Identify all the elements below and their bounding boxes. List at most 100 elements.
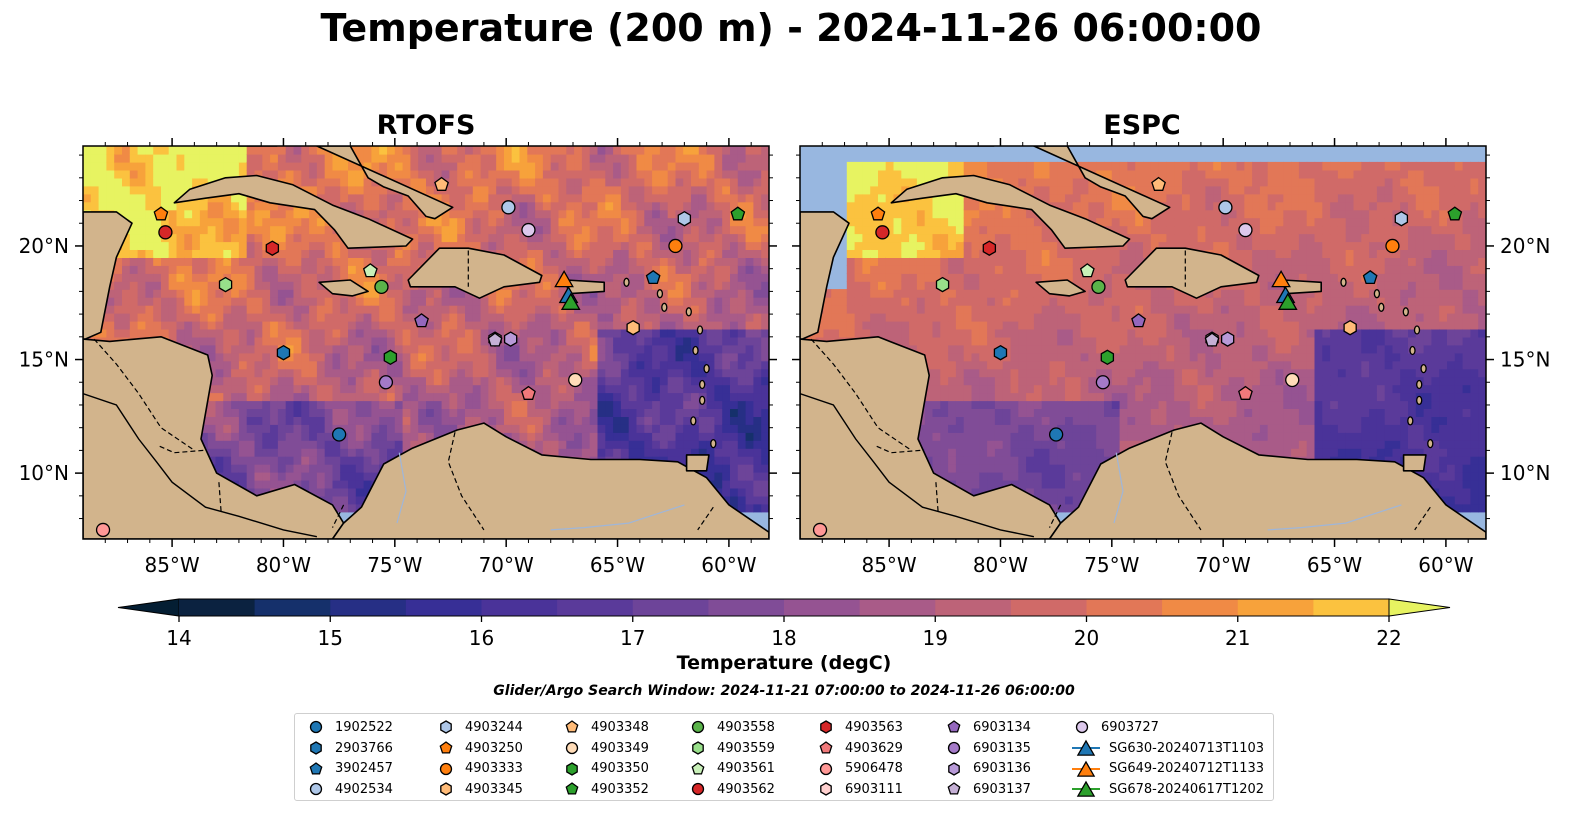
platform-marker-4903345 <box>1343 319 1357 336</box>
lat-tick-label: 10°N <box>1500 461 1550 485</box>
legend-label: 4903348 <box>591 719 649 735</box>
legend-marker-triangle-line-icon <box>1072 739 1100 756</box>
land-florida <box>238 146 278 147</box>
colorbar-bin <box>1086 599 1163 616</box>
legend-item: 5906478 <box>815 758 903 779</box>
island <box>1378 302 1385 312</box>
legend-marker-circle-icon <box>565 741 579 755</box>
legend-marker-circle-icon <box>691 721 705 734</box>
island <box>623 277 630 287</box>
colorbar-bin <box>254 599 331 616</box>
legend-marker-hexagon-icon <box>820 720 832 735</box>
legend-column: 4903558 4903559 4903561 4903562 <box>687 717 775 800</box>
platform-marker-4903559 <box>218 276 233 293</box>
platform-markers <box>95 176 746 538</box>
platform-marker-6903135 <box>1095 375 1111 390</box>
legend-item: 4903562 <box>687 779 775 800</box>
platform-marker-6903136 <box>503 331 518 347</box>
legend-marker-pentagon-icon <box>565 720 579 733</box>
legend-item: 6903135 <box>943 738 1031 759</box>
legend-marker-pentagon-icon <box>691 761 705 775</box>
lon-tick-label: 75°W <box>1084 553 1139 577</box>
legend-label: 4903250 <box>465 740 523 756</box>
platform-marker-SG649-20240712T1133 <box>1271 269 1291 288</box>
legend-label: 6903135 <box>973 740 1031 756</box>
colorbar: 14 15 16 17 18 19 20 21 22 <box>117 598 1451 650</box>
legend-label: 4903244 <box>465 719 523 735</box>
platform-marker-4903561 <box>362 263 378 278</box>
platform-marker-6903136 <box>1220 331 1235 347</box>
legend-label: 4903333 <box>465 761 523 777</box>
platform-marker-4903349 <box>568 372 583 388</box>
legend-column: 4903348 4903349 4903350 4903352 <box>561 717 649 800</box>
island <box>690 416 697 426</box>
legend-marker-pentagon-icon <box>819 741 833 754</box>
map-ticks: 85°W 80°W 75°W 70°W 65°W 60°W 20°N 15°N 10°N <box>19 138 777 577</box>
legend-label: SG678-20240617T1202 <box>1109 781 1265 797</box>
platform-markers <box>812 176 1463 538</box>
island <box>703 363 710 374</box>
island <box>1373 289 1381 299</box>
legend-label: 4903559 <box>717 740 775 756</box>
legend-marker-circle-icon <box>309 783 323 796</box>
legend-marker-triangle-line-icon <box>1072 780 1100 798</box>
legend-column: 1902522 2903766 3902457 4902534 <box>305 717 393 800</box>
platform-marker-4903563 <box>265 240 280 256</box>
lat-tick-label: 15°N <box>19 348 69 372</box>
legend-marker-pentagon-icon <box>309 761 323 775</box>
legend-label: 4903561 <box>717 761 775 777</box>
lon-tick-label: 70°W <box>1196 553 1251 577</box>
map-frame <box>799 145 1487 540</box>
panel-title-espc: ESPC <box>1103 110 1181 141</box>
platform-marker-6903135 <box>378 375 394 390</box>
colorbar-bin <box>1010 599 1087 616</box>
legend-item: SG630-20240713T1103 <box>1071 738 1264 759</box>
legend-marker-circle-icon <box>691 783 705 796</box>
panel-title-rtofs: RTOFS <box>376 110 476 141</box>
lon-tick-label: 80°W <box>256 553 311 577</box>
land-masses <box>83 146 769 539</box>
land-trinidad <box>1402 454 1427 472</box>
platform-marker-5906478 <box>812 522 828 538</box>
legend-marker-circle-icon <box>439 762 453 775</box>
legend-item: 3902457 <box>305 758 393 779</box>
lon-tick-label: 70°W <box>479 553 534 577</box>
colorbar-bin <box>1162 599 1239 616</box>
land-cuba <box>890 174 1131 249</box>
lon-tick-label: 60°W <box>1418 553 1473 577</box>
land-cuba <box>173 174 414 249</box>
land-jamaica <box>318 279 369 297</box>
island <box>1407 416 1414 426</box>
island <box>1427 438 1434 449</box>
island <box>692 345 699 356</box>
colorbar-extend-high <box>1388 598 1451 617</box>
land-southam <box>1048 422 1486 539</box>
lat-tick-label: 20°N <box>1500 234 1550 258</box>
colorbar-bin <box>859 599 936 616</box>
legend-label: 4903350 <box>591 761 649 777</box>
legend-label: 4903563 <box>845 719 903 735</box>
lon-tick-label: 65°W <box>1307 553 1362 577</box>
land-masses <box>800 146 1486 539</box>
legend-label: 6903727 <box>1101 719 1159 735</box>
legend-label: 1902522 <box>335 719 393 735</box>
legend-item: 2903766 <box>305 738 393 759</box>
platform-marker-6903137 <box>487 332 503 347</box>
legend-label: 5906478 <box>845 761 903 777</box>
platform-marker-4903350 <box>383 349 398 366</box>
platform-marker-4903352 <box>1447 206 1463 221</box>
platform-marker-4903629 <box>521 385 536 400</box>
legend-label: 6903134 <box>973 719 1031 735</box>
platform-marker-SG678-20240617T1202 <box>560 292 581 310</box>
legend-column: 4903244 4903250 4903333 4903345 <box>435 717 523 800</box>
map-frame <box>82 145 770 540</box>
legend-item: 4903561 <box>687 758 775 779</box>
map-panel-rtofs: 85°W 80°W 75°W 70°W 65°W 60°W 20°N 15°N 10°N <box>19 138 777 577</box>
lat-tick-label: 10°N <box>19 461 69 485</box>
legend-item: 4903244 <box>435 717 523 738</box>
platform-marker-2903766 <box>276 344 291 361</box>
legend-label: SG630-20240713T1103 <box>1109 740 1265 756</box>
legend-label: 4902534 <box>335 781 393 797</box>
legend-item: 6903111 <box>815 779 903 800</box>
legend-item: 6903136 <box>943 758 1031 779</box>
